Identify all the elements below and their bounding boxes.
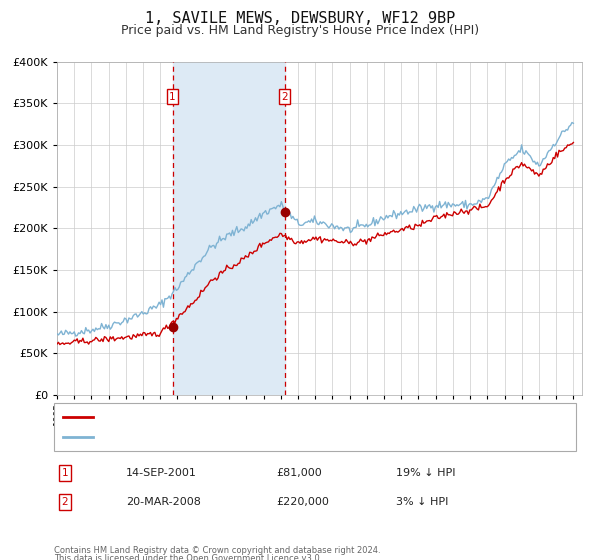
Text: 1: 1 bbox=[169, 92, 176, 101]
Text: £81,000: £81,000 bbox=[276, 468, 322, 478]
Text: 2: 2 bbox=[281, 92, 288, 101]
Text: Price paid vs. HM Land Registry's House Price Index (HPI): Price paid vs. HM Land Registry's House … bbox=[121, 24, 479, 36]
Text: 14-SEP-2001: 14-SEP-2001 bbox=[126, 468, 197, 478]
Text: 19% ↓ HPI: 19% ↓ HPI bbox=[396, 468, 455, 478]
Text: 3% ↓ HPI: 3% ↓ HPI bbox=[396, 497, 448, 507]
Text: This data is licensed under the Open Government Licence v3.0.: This data is licensed under the Open Gov… bbox=[54, 554, 322, 560]
Text: 20-MAR-2008: 20-MAR-2008 bbox=[126, 497, 201, 507]
Bar bbox=[173, 62, 284, 395]
Text: 1, SAVILE MEWS, DEWSBURY, WF12 9BP (detached house): 1, SAVILE MEWS, DEWSBURY, WF12 9BP (deta… bbox=[97, 412, 401, 422]
Text: £220,000: £220,000 bbox=[276, 497, 329, 507]
Text: HPI: Average price, detached house, Kirklees: HPI: Average price, detached house, Kirk… bbox=[97, 432, 332, 442]
Text: 1: 1 bbox=[61, 468, 68, 478]
Text: 2: 2 bbox=[61, 497, 68, 507]
Text: 1, SAVILE MEWS, DEWSBURY, WF12 9BP: 1, SAVILE MEWS, DEWSBURY, WF12 9BP bbox=[145, 11, 455, 26]
Text: Contains HM Land Registry data © Crown copyright and database right 2024.: Contains HM Land Registry data © Crown c… bbox=[54, 546, 380, 555]
